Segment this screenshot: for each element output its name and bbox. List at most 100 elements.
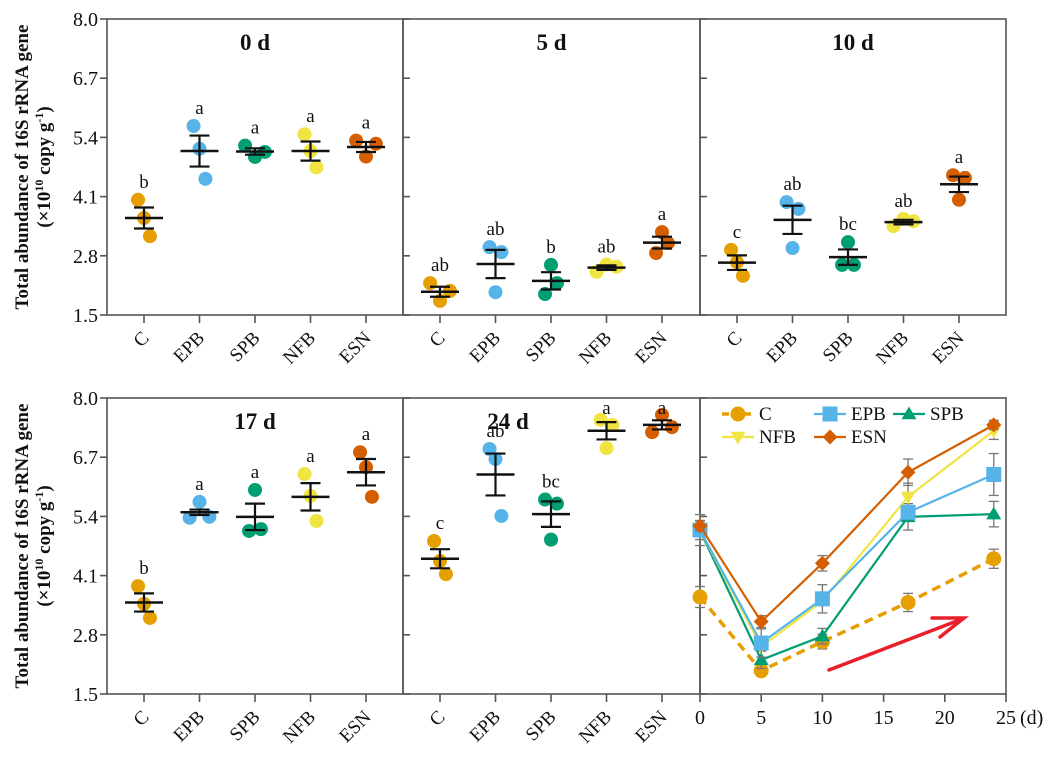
y-axis-title-line1: Total abundance of 16S rRNA gene <box>12 404 33 689</box>
significance-letter: bc <box>839 214 857 235</box>
panel-frame <box>106 18 404 316</box>
data-point <box>841 235 855 250</box>
significance-letter: a <box>658 398 667 419</box>
legend-marker <box>730 431 746 445</box>
series-marker <box>814 591 830 607</box>
y-tick-label: 4.1 <box>73 566 98 588</box>
data-point <box>309 160 324 175</box>
series-marker <box>900 464 916 480</box>
significance-letter: a <box>362 424 371 445</box>
data-point <box>349 133 364 148</box>
y-tick-label: 5.4 <box>73 127 98 149</box>
y-axis-title-part: 10 <box>32 559 46 571</box>
significance-letter: a <box>306 106 315 127</box>
panel-title: 10 d <box>832 30 874 55</box>
x-tick-label: 10 <box>812 707 832 729</box>
data-point <box>297 467 312 482</box>
data-point <box>488 285 503 300</box>
y-tick-label: 5.4 <box>73 506 98 528</box>
x-tick-label: SPB <box>522 707 561 746</box>
y-axis-title-part: ) <box>34 485 55 491</box>
data-point <box>438 567 453 582</box>
panel-time-series: 0 5 10 15 20 25 (d) C EPB SPB NFB ESN <box>692 397 1043 729</box>
x-tick-label: 20 <box>935 707 955 729</box>
x-tick-label: ESN <box>631 706 671 746</box>
data-point <box>192 494 207 509</box>
legend-item-SPB: SPB <box>893 404 964 425</box>
x-tick-label: EPB <box>763 328 802 367</box>
x-tick-label: NFB <box>279 328 320 369</box>
series-ESN <box>692 417 1002 630</box>
legend-label: SPB <box>930 404 964 425</box>
data-point <box>494 245 509 260</box>
legend-marker <box>901 406 917 420</box>
legend-label: NFB <box>759 427 796 448</box>
legend-label: ESN <box>851 427 887 448</box>
significance-letter: c <box>436 513 444 534</box>
y-tick-label: 2.8 <box>73 625 98 647</box>
series-marker <box>753 652 769 666</box>
y-tick-label: 4.1 <box>73 187 98 209</box>
x-tick-label: NFB <box>872 328 913 369</box>
data-point <box>549 496 564 511</box>
y-axis-title-part: (×10 <box>34 192 55 228</box>
significance-letter: a <box>306 446 315 467</box>
x-tick-label: 0 <box>695 707 705 729</box>
panel-17d: 17 d Cb EPB a SPB a NFB a ESN a <box>106 397 404 748</box>
x-tick-label: NFB <box>575 707 616 748</box>
panel-title: 17 d <box>234 409 276 434</box>
significance-letter: ab <box>598 236 616 257</box>
data-point <box>142 229 157 244</box>
panel-title: 0 d <box>240 30 270 55</box>
data-point <box>364 489 379 504</box>
panel-24d: 24 d Cc EPB ab SPB bc NFB a ESN a <box>402 397 701 748</box>
significance-letter: a <box>195 474 204 495</box>
x-tick-label: ESN <box>335 706 375 746</box>
y-axis-title-part: 10 <box>32 180 46 192</box>
series-marker <box>692 589 708 605</box>
data-point <box>297 127 312 142</box>
significance-letter: a <box>251 118 260 139</box>
x-tick-label: 5 <box>756 707 766 729</box>
y-tick-label: 6.7 <box>73 68 98 90</box>
legend-marker <box>822 406 838 422</box>
legend: C EPB SPB NFB ESN <box>722 404 964 448</box>
panel-title: 5 d <box>536 30 566 55</box>
x-tick-label: ESN <box>335 327 375 367</box>
data-point <box>645 425 660 440</box>
x-tick-label: NFB <box>279 707 320 748</box>
data-point <box>423 276 438 291</box>
panel-title: 24 d <box>487 409 529 434</box>
data-point <box>198 171 213 186</box>
significance-letter: a <box>362 113 371 134</box>
series-marker <box>986 551 1002 567</box>
y-tick-label: 2.8 <box>73 246 98 268</box>
x-tick-label: C <box>723 328 747 352</box>
y-tick-label: 8.0 <box>73 388 98 410</box>
significance-letter: ab <box>895 191 913 212</box>
x-tick-label: EPB <box>466 707 505 746</box>
series-marker <box>900 491 916 505</box>
trend-arrow <box>827 616 970 672</box>
series-marker <box>986 467 1002 483</box>
significance-letter: ab <box>784 174 802 195</box>
x-tick-label: EPB <box>466 328 505 367</box>
y-axis-title: Total abundance of 16S rRNA gene (×1010 c… <box>12 25 55 310</box>
y-axis-title: Total abundance of 16S rRNA gene (×1010 c… <box>12 404 55 689</box>
panel-frame <box>699 18 1007 316</box>
data-point <box>427 533 442 548</box>
panel-frame <box>106 397 404 695</box>
series-marker <box>753 663 769 679</box>
data-point <box>309 513 324 528</box>
data-point <box>131 579 146 594</box>
y-axis-title-line2: (×1010 copy g-1) <box>32 485 55 606</box>
x-tick-label: ESN <box>928 327 968 367</box>
significance-letter: a <box>658 204 667 225</box>
significance-letter: c <box>733 222 741 243</box>
y-axis-title-part: (×10 <box>34 571 55 607</box>
x-tick-label: SPB <box>226 328 265 367</box>
data-point <box>724 242 739 257</box>
series-marker <box>814 628 830 642</box>
significance-letter: a <box>251 462 260 483</box>
